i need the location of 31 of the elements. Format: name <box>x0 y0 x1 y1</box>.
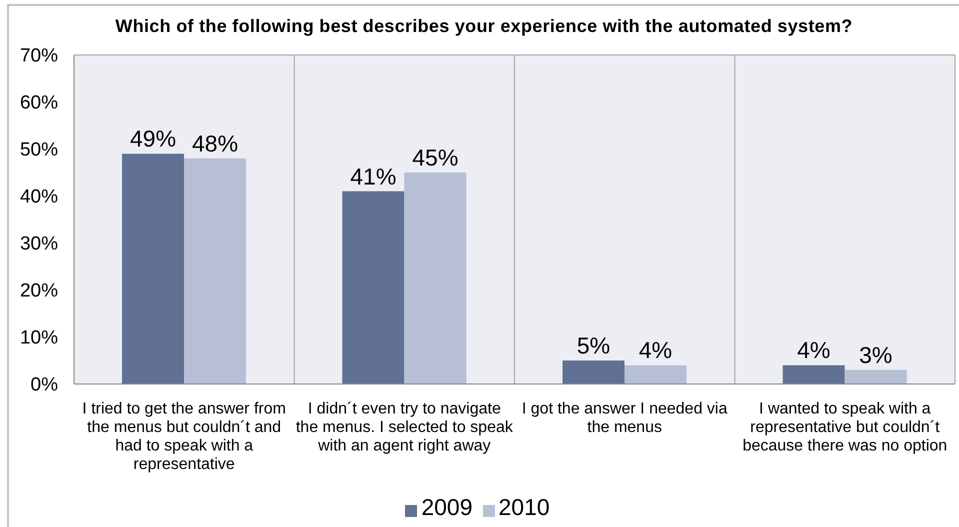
bar <box>404 172 466 384</box>
y-tick-label: 70% <box>20 46 58 67</box>
bar <box>844 370 907 384</box>
y-tick-label: 30% <box>20 234 58 255</box>
legend-label: 2010 <box>498 494 550 520</box>
y-tick-label: 60% <box>20 92 58 114</box>
y-tick-label: 10% <box>20 328 58 349</box>
data-label: 45% <box>412 144 458 170</box>
bar <box>122 154 184 384</box>
y-tick-label: 0% <box>30 374 58 396</box>
y-tick-label: 20% <box>20 280 58 302</box>
data-label: 3% <box>859 342 892 368</box>
x-tick-label: I tried to get the answer from the menus but couldn´t and had to speak with a representative <box>82 400 286 473</box>
x-tick-label: I got the answer I needed via the menus <box>522 400 728 436</box>
y-tick-label: 40% <box>20 186 58 208</box>
data-label: 48% <box>192 130 238 156</box>
data-label: 5% <box>576 332 610 358</box>
x-tick-label: I didn´t even try to navigate the menus. I selected to speak with an agent right away <box>296 400 514 454</box>
y-tick-label: 50% <box>20 140 58 161</box>
data-label: 49% <box>130 126 176 152</box>
bar <box>342 191 404 384</box>
bar <box>782 365 845 384</box>
data-label: 41% <box>350 163 396 190</box>
data-label: 4% <box>797 337 830 364</box>
bar <box>184 158 246 384</box>
legend-label: 2009 <box>421 494 472 520</box>
chart-title: Which of the following best describes your experience with the automated system? <box>114 16 854 37</box>
x-tick-label: I wanted to speak with a representative but couldn´t because there was no option <box>742 400 948 454</box>
bar <box>562 360 625 384</box>
bar <box>624 365 687 384</box>
data-label: 4% <box>638 337 672 364</box>
